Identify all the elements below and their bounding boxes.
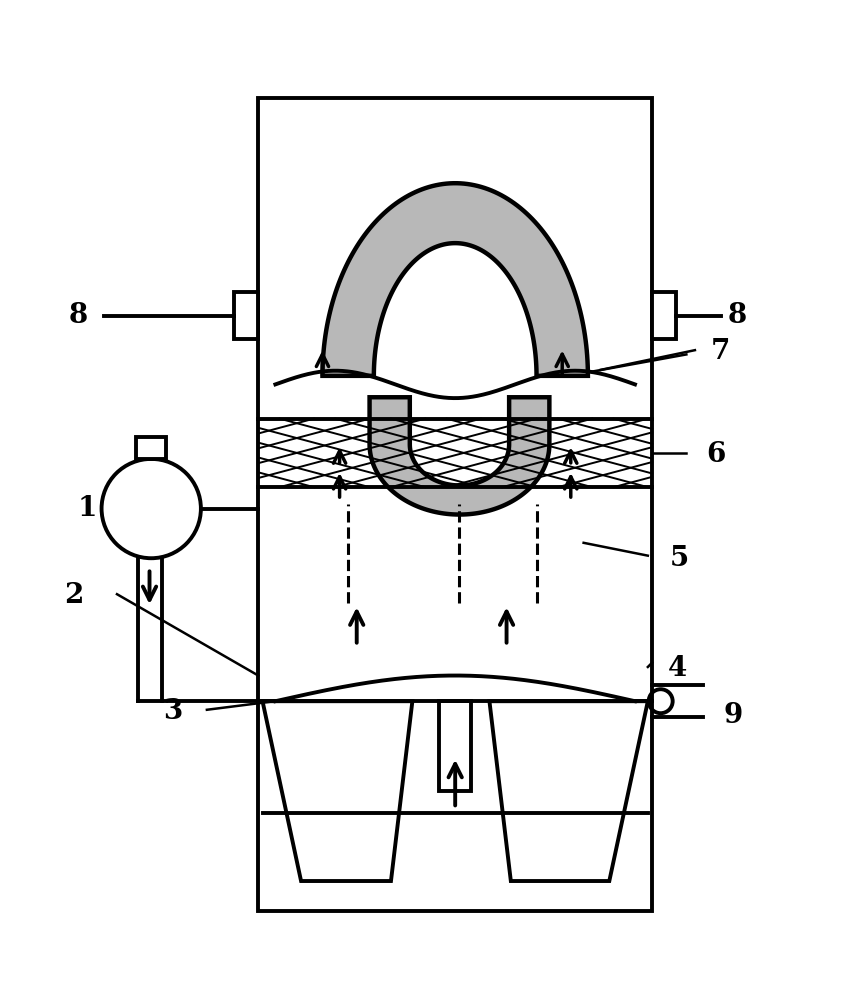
Text: 8: 8 — [728, 302, 747, 329]
Polygon shape — [369, 397, 550, 515]
Text: 6: 6 — [707, 441, 726, 468]
Polygon shape — [652, 292, 676, 339]
Polygon shape — [235, 292, 259, 339]
Text: 4: 4 — [668, 655, 687, 682]
Polygon shape — [137, 437, 166, 459]
Text: 1: 1 — [77, 495, 97, 522]
Text: 9: 9 — [724, 702, 743, 729]
Polygon shape — [439, 701, 472, 791]
Text: 5: 5 — [670, 545, 689, 572]
Polygon shape — [322, 183, 588, 376]
Text: 8: 8 — [69, 302, 88, 329]
Text: 2: 2 — [64, 582, 84, 609]
Circle shape — [101, 459, 201, 558]
Text: 7: 7 — [711, 338, 730, 365]
Text: 3: 3 — [163, 698, 182, 725]
